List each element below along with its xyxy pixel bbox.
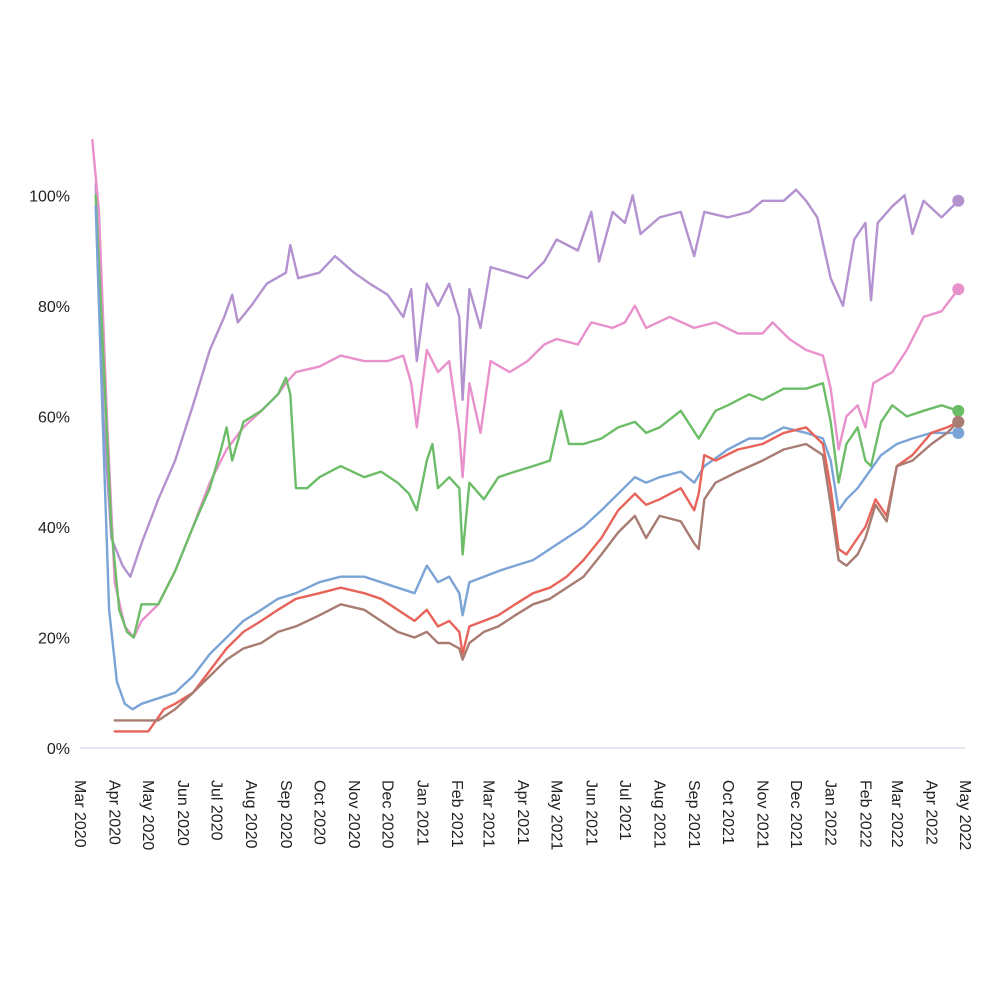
y-tick-label: 20%: [38, 630, 70, 647]
y-tick-label: 60%: [38, 409, 70, 426]
series-end-point-6: [952, 415, 965, 428]
x-tick-label: Mar 2021: [479, 780, 496, 848]
x-tick-label: Apr 2021: [514, 780, 531, 845]
x-tick-label: Nov 2021: [753, 780, 770, 849]
x-tick-label: Oct 2021: [719, 780, 736, 845]
x-tick-label: Jun 2021: [582, 780, 599, 846]
x-tick-label: May 2021: [548, 780, 565, 850]
x-tick-label: Feb 2022: [856, 780, 873, 848]
series-line-3: [94, 194, 960, 639]
x-axis-tick-labels: Mar 2020 Apr 2020 May 2020 Jun 2020 Jul 2020…: [71, 780, 973, 850]
x-tick-label: Jan 2021: [413, 780, 430, 846]
series-line-5: [113, 420, 960, 733]
x-tick-label: Apr 2022: [922, 780, 939, 845]
x-tick-label: Jul 2021: [616, 780, 633, 841]
series-line-6: [113, 420, 960, 722]
series-end-markers: [952, 194, 965, 439]
x-tick-label: Mar 2020: [71, 780, 88, 848]
x-tick-label: Feb 2021: [448, 780, 465, 848]
x-tick-label: Aug 2021: [651, 780, 668, 849]
x-tick-label: Sep 2020: [277, 780, 294, 849]
series-line-1: [94, 183, 960, 578]
y-tick-label: 40%: [38, 520, 70, 537]
x-tick-label: Sep 2021: [685, 780, 702, 849]
series-end-point-3: [952, 404, 965, 417]
x-tick-label: Mar 2022: [888, 780, 905, 848]
y-tick-label: 0%: [47, 741, 70, 758]
series-end-point-4: [952, 426, 965, 439]
series-end-point-1: [952, 194, 965, 207]
x-tick-label: Dec 2021: [787, 780, 804, 849]
x-tick-label: Dec 2020: [379, 780, 396, 849]
x-tick-label: Jul 2020: [207, 780, 224, 841]
x-tick-label: May 2022: [956, 780, 973, 850]
x-tick-label: Jun 2020: [174, 780, 191, 846]
series-lines: [91, 138, 960, 733]
x-tick-label: Jan 2022: [822, 780, 839, 846]
x-tick-label: Oct 2020: [310, 780, 327, 845]
x-tick-label: Aug 2020: [242, 780, 259, 849]
series-line-4: [94, 205, 960, 711]
y-tick-label: 100%: [29, 188, 70, 205]
x-tick-label: Apr 2020: [106, 780, 123, 845]
series-end-point-2: [952, 283, 965, 296]
y-tick-label: 80%: [38, 299, 70, 316]
x-tick-label: May 2020: [139, 780, 156, 850]
y-axis-tick-labels: 0% 20% 40% 60% 80% 100%: [29, 188, 70, 758]
x-tick-label: Nov 2020: [345, 780, 362, 849]
